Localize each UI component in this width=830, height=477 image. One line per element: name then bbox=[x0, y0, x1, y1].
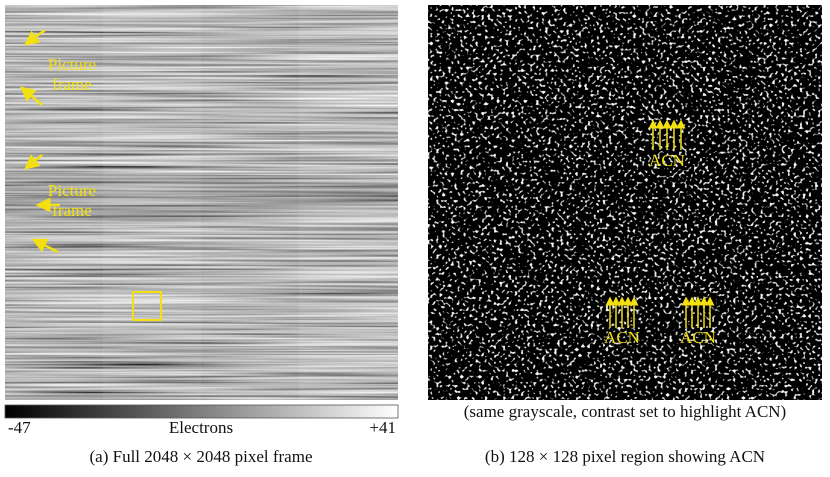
annotation: ACN bbox=[604, 328, 640, 347]
annotation: frame bbox=[52, 75, 92, 94]
annotation: frame bbox=[52, 201, 92, 220]
arrows bbox=[20, 28, 60, 254]
colorbar-label: Electrons bbox=[169, 418, 233, 437]
colorbar bbox=[4, 404, 399, 419]
left-image bbox=[5, 5, 398, 400]
caption: (b) 128 × 128 pixel region showing ACN bbox=[485, 447, 765, 466]
colorbar-max: +41 bbox=[369, 418, 396, 437]
acn-arrows bbox=[605, 119, 715, 328]
note: (same grayscale, contrast set to highlig… bbox=[464, 402, 786, 421]
colorbar-min: -47 bbox=[8, 418, 31, 437]
annotation: ACN bbox=[649, 151, 685, 170]
caption: (a) Full 2048 × 2048 pixel frame bbox=[90, 447, 313, 466]
annotation: Picture bbox=[48, 181, 96, 200]
annotation: Picture bbox=[48, 55, 96, 74]
annotation: ACN bbox=[680, 328, 716, 347]
region-box bbox=[132, 291, 162, 321]
right-image bbox=[428, 5, 822, 400]
